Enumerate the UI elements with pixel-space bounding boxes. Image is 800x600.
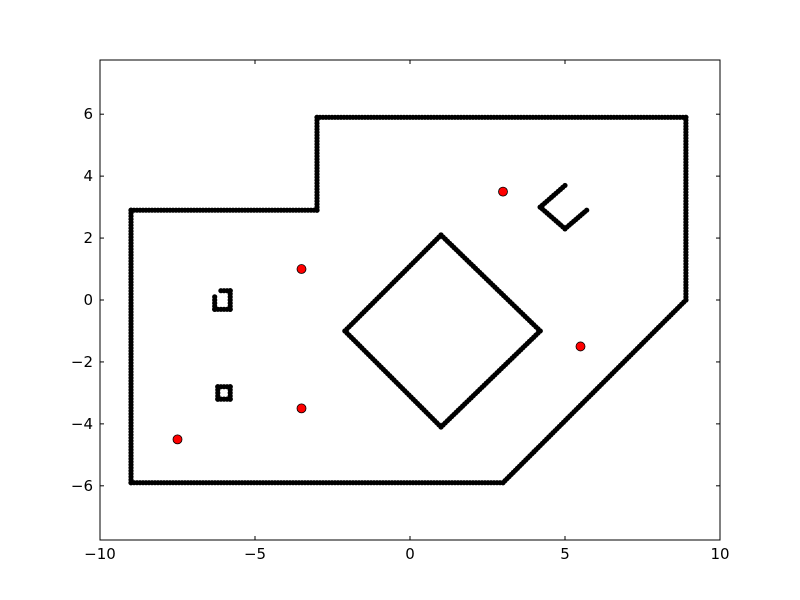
y-tick-label: −6 [71, 477, 93, 495]
wall-point [584, 207, 590, 213]
plot-frame [99, 59, 721, 541]
x-tick-label: 10 [710, 545, 729, 563]
red-points-layer [172, 186, 586, 445]
red-point [498, 186, 508, 197]
red-point [172, 434, 183, 445]
red-point [575, 341, 586, 352]
red-point [296, 264, 307, 274]
wall-point [438, 232, 444, 238]
y-tick-label: 6 [83, 105, 93, 123]
x-tick-label: 0 [405, 545, 415, 563]
x-tick-label: −10 [84, 545, 116, 563]
y-tick-label: −4 [71, 415, 93, 433]
red-point [296, 403, 307, 414]
y-tick-label: 4 [83, 167, 93, 185]
wall-point [215, 384, 221, 390]
wall-point [128, 480, 134, 486]
x-tick-label: 5 [560, 545, 570, 563]
y-tick-label: 0 [83, 291, 93, 309]
axis-ticks-layer: −10 −5 0 5 10 −6 −4 −2 0 2 4 6 [71, 60, 730, 563]
wall-point [218, 288, 224, 294]
x-tick-label: −5 [244, 545, 266, 563]
y-tick-label: 2 [83, 229, 93, 247]
y-tick-label: −2 [71, 353, 93, 371]
wall-points-layer [128, 114, 689, 486]
